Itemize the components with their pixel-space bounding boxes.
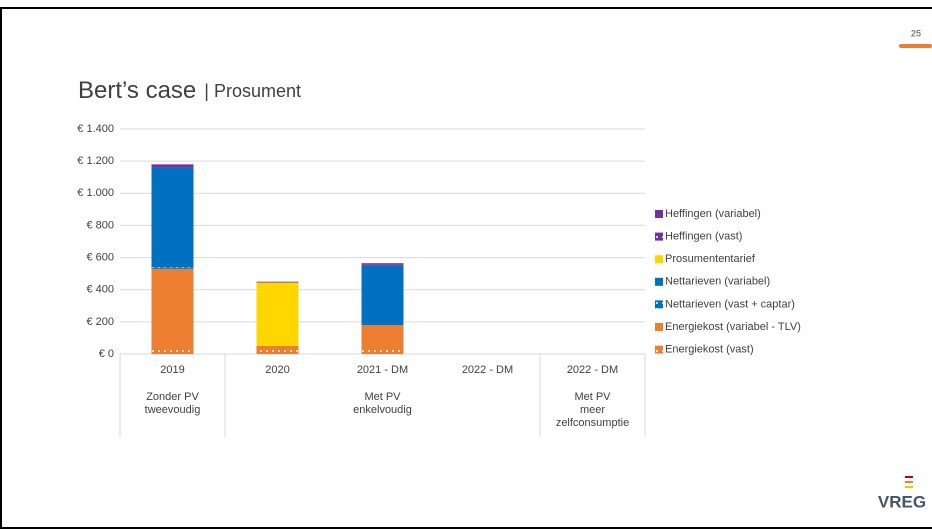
- bar-segment: [151, 267, 194, 269]
- bar-segment: [361, 264, 404, 266]
- legend-label: Heffingen (vast): [665, 231, 742, 243]
- bar-segment: [151, 164, 194, 166]
- legend-swatch: [655, 255, 663, 264]
- legend-swatch: [655, 277, 663, 286]
- y-tick-label: € 1.000: [77, 187, 114, 199]
- group-label: meer: [580, 404, 605, 416]
- bar-segment: [361, 325, 404, 346]
- x-tick-label: 2021 - DM: [357, 364, 408, 376]
- group-label: zelfconsumptie: [556, 417, 629, 429]
- accent-bar: [899, 44, 932, 48]
- bar-segment: [151, 167, 194, 268]
- bar-segment: [256, 345, 299, 354]
- group-label: tweevoudig: [145, 404, 201, 416]
- x-tick-label: 2020: [265, 364, 289, 376]
- bar-segment: [151, 268, 194, 346]
- legend-label: Heffingen (variabel): [665, 208, 761, 220]
- legend-label: Nettarieven (vast + captar): [665, 298, 795, 310]
- x-tick-label: 2019: [160, 364, 184, 376]
- group-label: enkelvoudig: [353, 404, 412, 416]
- x-tick-label: 2022 - DM: [462, 364, 513, 376]
- x-tick-label: 2022 - DM: [567, 364, 618, 376]
- y-tick-label: € 600: [86, 251, 114, 263]
- y-tick-label: € 1.400: [77, 123, 114, 135]
- legend-label: Nettarieven (variabel): [665, 276, 770, 288]
- logo-stripe: [905, 476, 913, 478]
- bar-segment: [256, 282, 299, 346]
- bar-segment: [361, 323, 404, 326]
- legend-swatch: [655, 300, 663, 309]
- y-tick-label: € 0: [99, 348, 114, 360]
- logo-stripe: [905, 481, 913, 483]
- logo: VREG: [878, 476, 926, 511]
- legend-label: Prosumententarief: [665, 253, 756, 265]
- logo-text: VREG: [878, 492, 926, 511]
- bar-segment: [151, 165, 194, 168]
- bar-segment: [361, 263, 404, 265]
- group-label: Zonder PV: [146, 391, 199, 403]
- legend-swatch: [655, 232, 663, 241]
- logo-stripe: [905, 486, 913, 488]
- legend-label: Energiekost (vast): [665, 344, 754, 356]
- bar-segment: [361, 345, 404, 354]
- group-label: Met PV: [574, 391, 611, 403]
- legend-swatch: [655, 210, 663, 218]
- page-number: 25: [911, 28, 921, 38]
- y-tick-label: € 800: [86, 219, 114, 231]
- legend-swatch: [655, 323, 663, 331]
- legend-swatch: [655, 345, 663, 354]
- y-tick-label: € 400: [86, 284, 114, 296]
- group-label: Met PV: [364, 391, 401, 403]
- y-tick-label: € 1.200: [77, 155, 114, 167]
- bar-segment: [361, 265, 404, 324]
- y-tick-label: € 200: [86, 316, 114, 328]
- legend-label: Energiekost (variabel - TLV): [665, 321, 801, 333]
- title-sub: | Prosument: [204, 81, 301, 101]
- title-main: Bert’s case: [78, 77, 196, 104]
- bar-segment: [151, 345, 194, 354]
- slide-title: Bert’s case | Prosument: [78, 77, 301, 104]
- bar-segment: [256, 281, 299, 283]
